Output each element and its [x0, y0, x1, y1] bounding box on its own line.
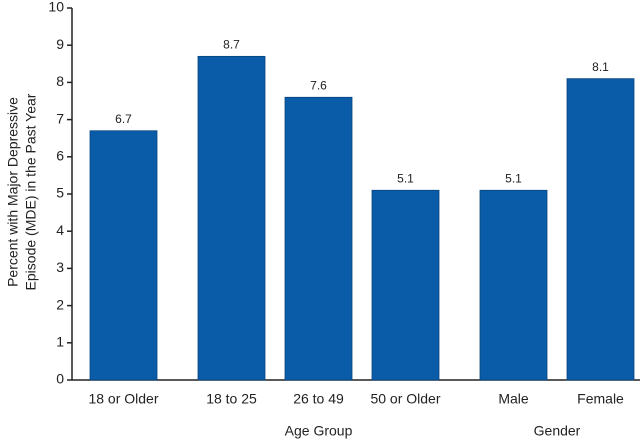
y-tick-label: 5 — [56, 185, 64, 201]
value-label: 8.7 — [223, 38, 240, 52]
value-label: 7.6 — [310, 78, 327, 92]
x-tick-label: 18 or Older — [88, 391, 158, 407]
bar — [197, 55, 266, 381]
x-tick-label: 26 to 49 — [293, 391, 344, 407]
y-tick-label: 8 — [56, 73, 64, 89]
value-label: 6.7 — [115, 112, 132, 126]
x-tick-label: 50 or Older — [370, 391, 440, 407]
y-tick-label: 2 — [56, 296, 64, 312]
value-label: 5.1 — [397, 171, 414, 185]
y-tick-label: 6 — [56, 148, 64, 164]
y-tick-label: 1 — [56, 334, 64, 350]
bar — [89, 130, 158, 381]
group-label: Gender — [534, 423, 581, 439]
group-label: Age Group — [285, 423, 353, 439]
x-tick-label: 18 to 25 — [206, 391, 257, 407]
value-label: 5.1 — [505, 171, 522, 185]
y-tick-label: 7 — [56, 110, 64, 126]
bar — [371, 189, 440, 381]
y-axis-label: Episode (MDE) in the Past Year — [23, 93, 39, 290]
y-tick-label: 0 — [56, 371, 64, 387]
value-label: 8.1 — [592, 60, 609, 74]
y-axis-label: Percent with Major Depressive — [5, 97, 21, 287]
y-tick-label: 3 — [56, 259, 64, 275]
y-tick-label: 10 — [48, 0, 64, 15]
y-tick-label: 9 — [56, 36, 64, 52]
y-tick-label: 4 — [56, 222, 64, 238]
x-tick-label: Male — [498, 391, 529, 407]
x-tick-label: Female — [577, 391, 624, 407]
bar — [479, 189, 548, 381]
bar — [284, 96, 353, 381]
bar — [566, 78, 635, 381]
